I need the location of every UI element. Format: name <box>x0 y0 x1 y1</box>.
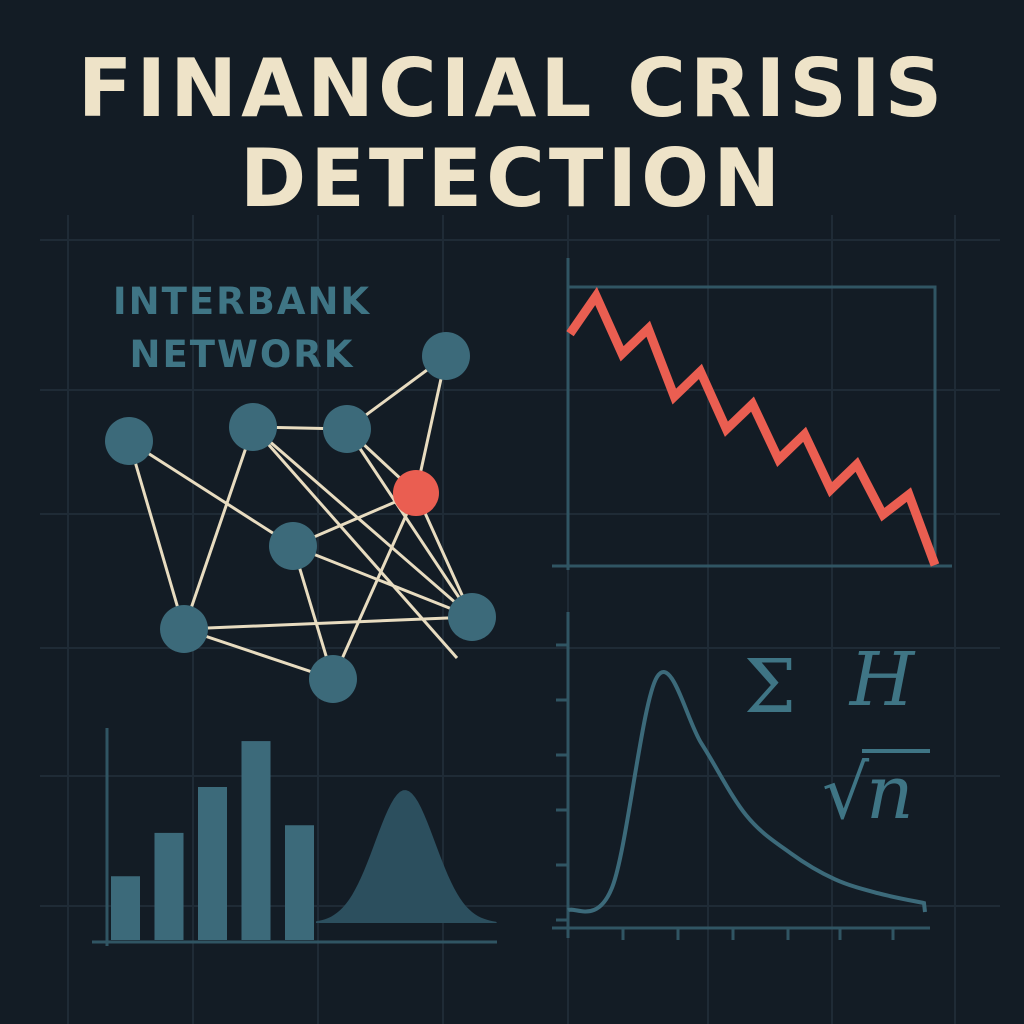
network-node-h <box>448 593 496 641</box>
bars <box>111 741 314 940</box>
sqrt-symbol: √ <box>822 750 870 836</box>
title-line-1: FINANCIAL CRISIS <box>78 42 947 135</box>
line-series <box>566 286 940 567</box>
sigma-symbol: Σ <box>744 644 796 730</box>
crash-line-chart <box>552 258 952 570</box>
density-ticks <box>556 643 895 940</box>
network-edge-c-h <box>345 428 474 618</box>
network-nodes <box>105 332 496 703</box>
network-edge-b-long <box>251 426 459 659</box>
bell-overlay <box>316 790 497 923</box>
network-edge-b-h <box>252 425 473 619</box>
network-edge-g-i <box>183 627 334 681</box>
network-edge-e-i <box>331 492 418 680</box>
sqrt-n-expression: √ n <box>822 749 930 836</box>
bar-2 <box>154 832 184 940</box>
bar-3 <box>198 787 227 940</box>
bar-histogram-chart <box>92 728 497 946</box>
network-node-i <box>309 655 357 703</box>
n-symbol: n <box>866 750 914 836</box>
network-label-line-1: INTERBANK <box>113 280 371 323</box>
network-node-d <box>422 332 470 380</box>
density-chart <box>552 612 930 940</box>
network-node-b <box>229 403 277 451</box>
h-symbol: H <box>848 637 916 723</box>
bar-4 <box>241 741 271 940</box>
density-curve <box>567 670 927 914</box>
bar-1 <box>111 876 140 940</box>
bell-area <box>316 790 497 923</box>
bar-5 <box>285 825 314 940</box>
network-edge-b-g <box>182 426 255 630</box>
background-grid <box>40 215 1000 1024</box>
line-chart-top-frame <box>568 285 937 566</box>
network-label-line-2: NETWORK <box>130 333 355 376</box>
network-node-distressed <box>393 470 439 516</box>
network-edge-f-h <box>292 544 473 619</box>
network-edge-a-f <box>128 439 294 548</box>
network-node-f <box>269 522 317 570</box>
network-node-c <box>323 405 371 453</box>
interbank-network <box>105 332 496 703</box>
network-node-g <box>160 605 208 653</box>
crash-line <box>566 286 940 567</box>
title-line-2: DETECTION <box>240 132 784 225</box>
density-curve-group <box>567 670 927 914</box>
network-edge-a-g <box>127 440 186 630</box>
network-node-a <box>105 417 153 465</box>
